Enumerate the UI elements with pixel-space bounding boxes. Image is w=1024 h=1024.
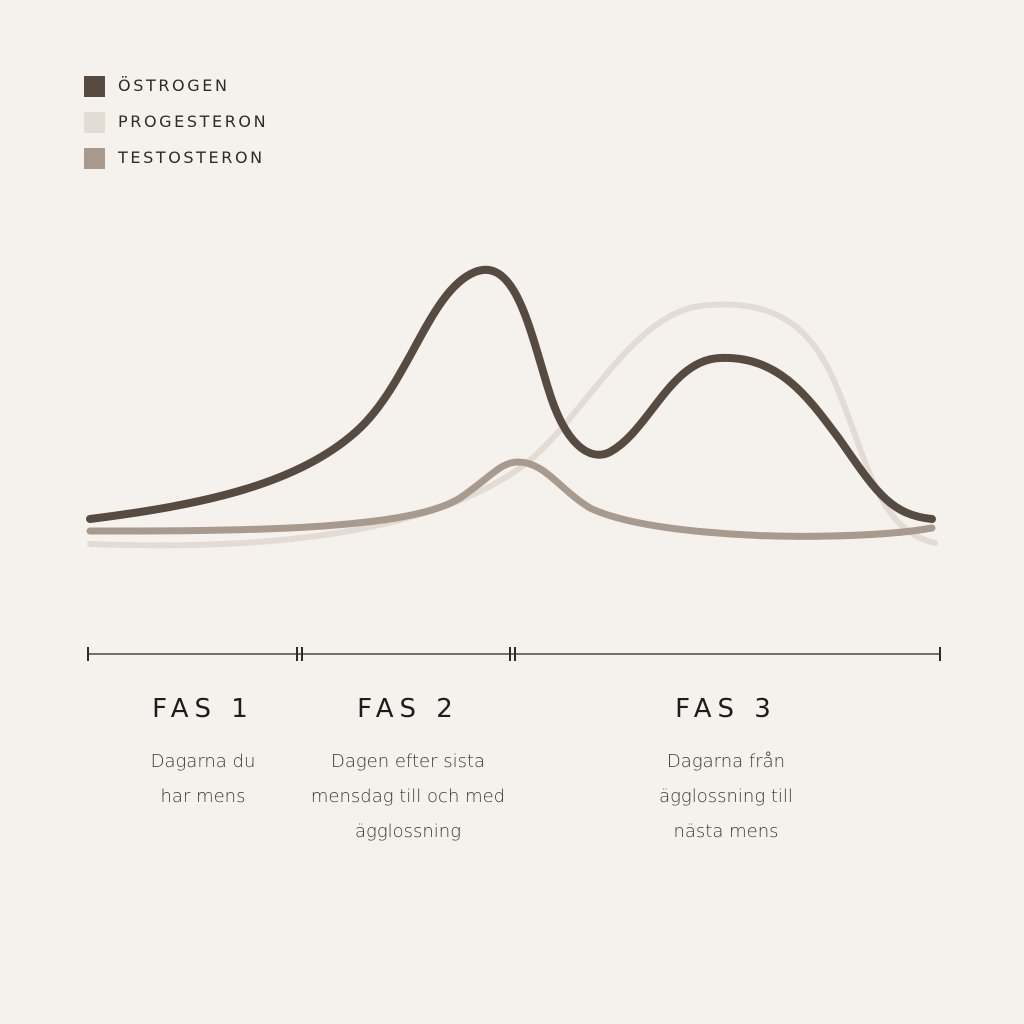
phase-2-desc-line-1: Dagen efter sista (330, 751, 486, 772)
phase-1-title: FAS 1 (152, 694, 254, 724)
legend-label-testosteron: TESTOSTERON (118, 148, 265, 167)
phase-2: FAS 2 Dagen efter sista mensdag till och… (288, 694, 528, 849)
legend-swatch-testosteron (84, 148, 105, 169)
legend-swatch-ostrogen (84, 76, 105, 97)
legend-label-ostrogen: ÖSTROGEN (118, 76, 230, 95)
phase-3-desc-line-2: ägglossning till (659, 786, 793, 807)
progesteron-curve (87, 301, 938, 549)
phase-1-description: Dagarna du har mens (88, 744, 318, 814)
phase-1-desc-line-1: Dagarna du (150, 751, 256, 772)
phase-3-description: Dagarna från ägglossning till nästa mens (606, 744, 846, 849)
phase-2-description: Dagen efter sista mensdag till och med ä… (288, 744, 528, 849)
phase-timeline (87, 647, 941, 661)
legend-swatch-progesteron (84, 112, 105, 133)
phase-3-desc-line-1: Dagarna från (666, 751, 786, 772)
phase-2-desc-line-3: ägglossning (354, 821, 462, 842)
phase-1: FAS 1 Dagarna du har mens (88, 694, 318, 814)
phase-2-desc-line-2: mensdag till och med (310, 786, 506, 807)
phase-3-title: FAS 3 (675, 694, 777, 724)
phase-2-title: FAS 2 (357, 694, 459, 724)
phase-3: FAS 3 Dagarna från ägglossning till näst… (606, 694, 846, 849)
phase-3-desc-line-3: nästa mens (673, 821, 779, 842)
testosteron-curve (86, 458, 936, 540)
legend-label-progesteron: PROGESTERON (118, 112, 269, 131)
ostrogen-curve (86, 265, 936, 523)
phase-1-desc-line-2: har mens (160, 786, 246, 807)
